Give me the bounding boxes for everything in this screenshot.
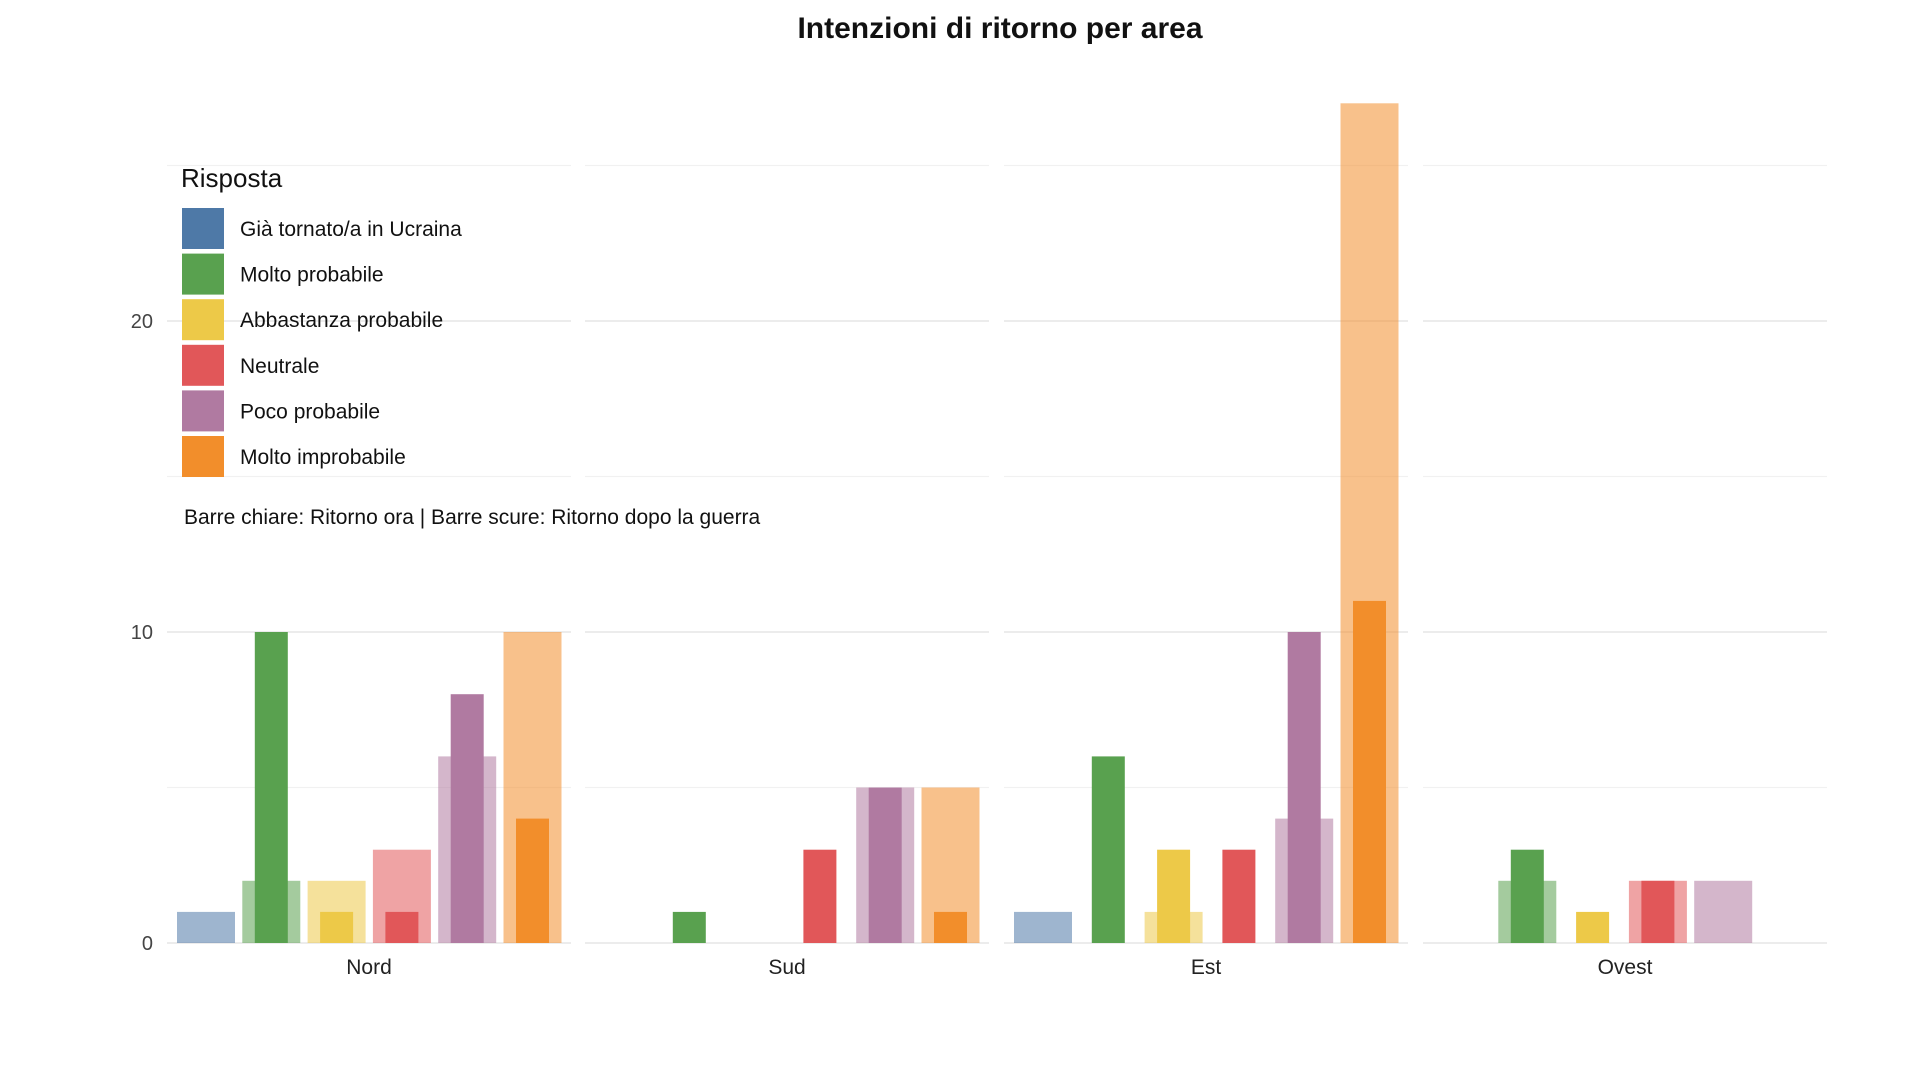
- bars: [177, 103, 1753, 944]
- legend-label: Molto improbabile: [240, 446, 406, 469]
- bar-ovest-dark-1: [1510, 849, 1544, 943]
- bar-nord-dark-3: [385, 911, 419, 943]
- bar-est-dark-3: [1222, 849, 1256, 943]
- facet-label-ovest: Ovest: [1598, 956, 1653, 979]
- legend-label: Poco probabile: [240, 400, 380, 423]
- legend-swatch: [182, 436, 224, 477]
- bar-est-dark-4: [1287, 632, 1321, 943]
- bar-ovest-dark-2: [1576, 911, 1610, 943]
- legend-swatch: [182, 390, 224, 432]
- bar-est-dark-2: [1157, 849, 1191, 943]
- bar-nord-dark-1: [254, 632, 288, 943]
- legend-label: Molto probabile: [240, 264, 384, 287]
- gridlines: [167, 164, 1827, 944]
- x-axis: Nord Sud Est Ovest: [346, 956, 1652, 979]
- y-tick-label: 10: [131, 622, 153, 644]
- legend-swatch: [182, 299, 224, 341]
- y-tick-label: 0: [142, 933, 153, 955]
- bar-sud-dark-1: [672, 911, 706, 943]
- bar-sud-dark-3: [803, 849, 837, 943]
- facet-label-sud: Sud: [768, 956, 805, 979]
- legend-swatch: [182, 253, 224, 295]
- chart-title: Intenzioni di ritorno per area: [797, 12, 1202, 45]
- facet-label-est: Est: [1191, 956, 1222, 979]
- legend: Risposta Già tornato/a in Ucraina Molto p…: [181, 163, 462, 477]
- bar-sud-dark-4: [868, 787, 902, 943]
- y-tick-label: 20: [131, 311, 153, 333]
- bar-est-dark-5: [1353, 600, 1386, 943]
- y-axis: 0 10 20: [131, 311, 153, 955]
- bar-nord-dark-4: [450, 694, 484, 943]
- legend-label: Abbastanza probabile: [240, 309, 443, 332]
- legend-swatch: [182, 208, 224, 249]
- legend-swatch: [182, 344, 224, 386]
- bar-est-light-0: [1014, 911, 1072, 943]
- legend-label: Già tornato/a in Ucraina: [240, 218, 462, 241]
- bar-nord-dark-2: [320, 911, 354, 943]
- bar-ovest-light-4: [1694, 880, 1753, 943]
- legend-label: Neutrale: [240, 355, 319, 378]
- caption: Barre chiare: Ritorno ora | Barre scure:…: [184, 506, 761, 529]
- bar-ovest-dark-3: [1641, 880, 1675, 943]
- legend-title: Risposta: [181, 163, 283, 193]
- facet-label-nord: Nord: [346, 956, 392, 979]
- bar-nord-dark-5: [516, 818, 549, 943]
- bar-est-dark-1: [1091, 756, 1125, 943]
- bar-sud-dark-5: [934, 911, 967, 943]
- bar-nord-light-0: [177, 911, 235, 943]
